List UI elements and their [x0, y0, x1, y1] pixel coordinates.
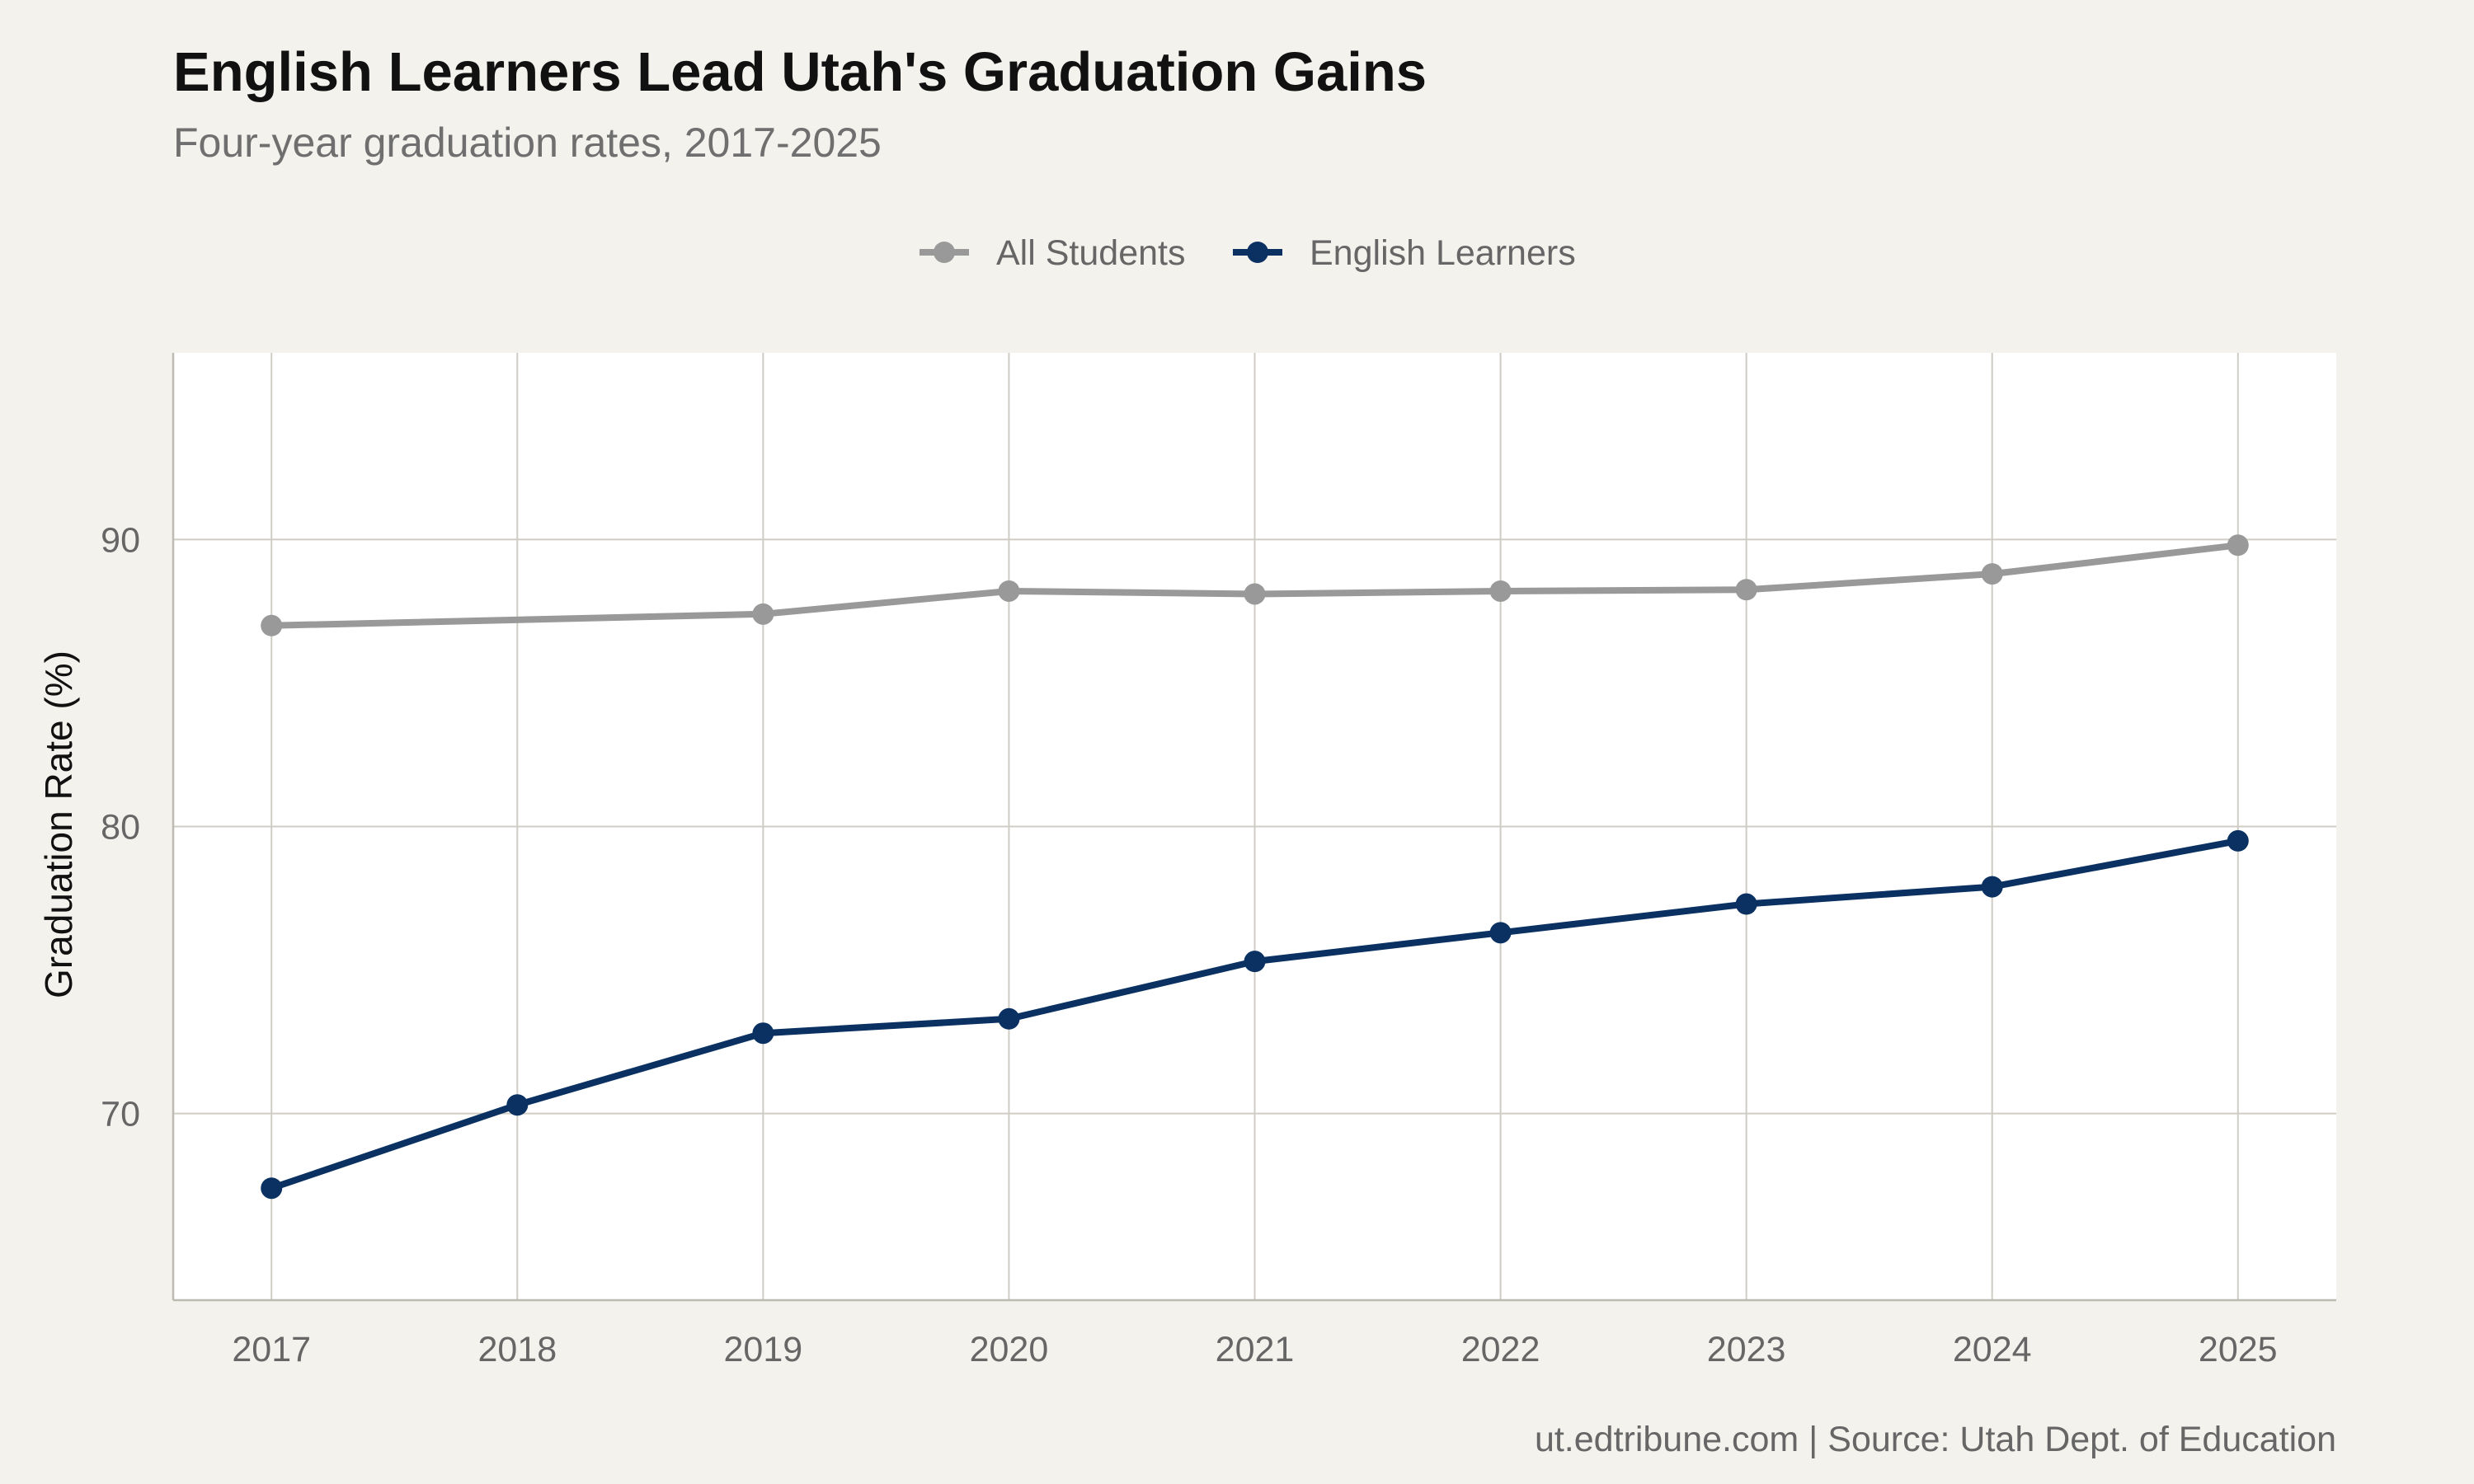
data-point-1-2019: [752, 1022, 774, 1045]
grid: [173, 353, 2336, 1300]
data-point-1-2021: [1244, 951, 1266, 973]
axes: [172, 353, 2336, 1302]
y-axis-ticks: 70 80 90: [101, 520, 140, 1134]
x-tick-label: 2019: [724, 1330, 803, 1369]
data-point-0-2024: [1981, 563, 2003, 585]
data-point-1-2017: [261, 1177, 283, 1200]
x-tick-label: 2024: [1953, 1330, 2032, 1369]
series-line-0: [268, 542, 2241, 629]
chart-subtitle: Four-year graduation rates, 2017-2025: [173, 120, 882, 166]
data-point-0-2021: [1244, 583, 1266, 605]
x-tick-label: 2023: [1707, 1330, 1786, 1369]
data-point-0-2023: [1735, 579, 1757, 601]
data-point-1-2024: [1981, 876, 2003, 898]
x-tick-label: 2018: [477, 1330, 557, 1369]
data-point-1-2020: [998, 1007, 1020, 1030]
x-tick-label: 2022: [1461, 1330, 1540, 1369]
legend-label: All Students: [996, 233, 1185, 273]
chart-title: English Learners Lead Utah's Graduation …: [173, 41, 1427, 103]
x-axis-ticks: 2017 2018 2019 2020 2021 2022 2023 2024 2025: [232, 1330, 2277, 1369]
chart-caption: ut.edtribune.com | Source: Utah Dept. of…: [1535, 1420, 2336, 1459]
data-point-1-2023: [1735, 893, 1757, 915]
x-tick-label: 2020: [970, 1330, 1049, 1369]
data-points: [261, 534, 2249, 1200]
legend-label: English Learners: [1310, 233, 1576, 273]
x-tick-label: 2021: [1216, 1330, 1295, 1369]
data-point-0-2017: [261, 614, 283, 636]
data-point-1-2025: [2227, 829, 2249, 852]
data-point-0-2025: [2227, 534, 2249, 556]
y-tick-label: 90: [101, 520, 140, 560]
data-point-0-2019: [752, 603, 774, 625]
legend: All Students English Learners: [920, 233, 1576, 273]
data-point-0-2020: [998, 580, 1020, 602]
y-tick-label: 70: [101, 1095, 140, 1134]
legend-key-point: [1247, 242, 1268, 263]
y-axis-label: Graduation Rate (%): [37, 650, 80, 998]
data-point-1-2022: [1489, 922, 1512, 944]
data-point-0-2022: [1489, 580, 1512, 602]
x-tick-label: 2017: [232, 1330, 311, 1369]
legend-key-point: [934, 242, 955, 263]
data-point-1-2018: [506, 1094, 529, 1116]
x-tick-label: 2025: [2199, 1330, 2278, 1369]
y-tick-label: 80: [101, 808, 140, 848]
